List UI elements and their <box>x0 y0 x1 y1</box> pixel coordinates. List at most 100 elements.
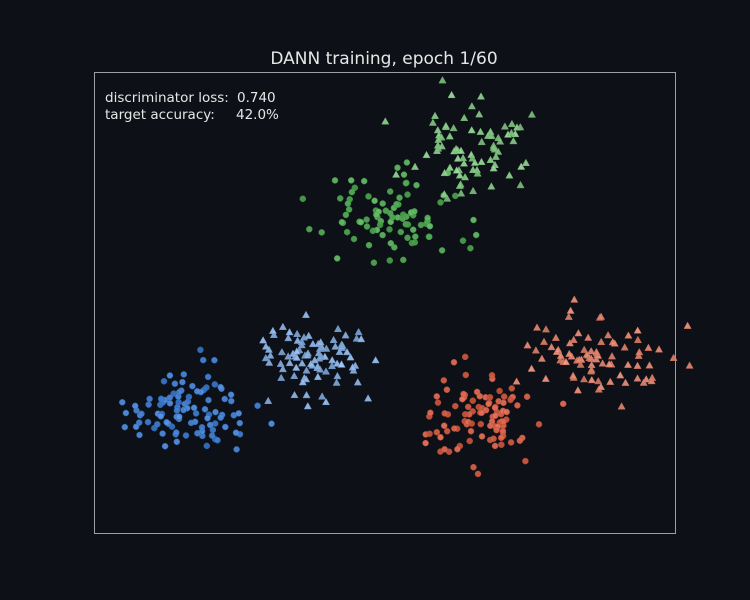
source-point <box>157 413 165 420</box>
target-point <box>441 121 450 130</box>
target-point <box>532 323 542 331</box>
source-point <box>503 408 510 416</box>
source-point <box>379 231 386 239</box>
target-point <box>310 355 319 364</box>
source-point <box>173 429 180 436</box>
source-point <box>146 395 153 403</box>
source-point <box>443 427 451 435</box>
source-point <box>491 404 499 412</box>
target-point <box>569 371 578 379</box>
target-point <box>455 181 464 189</box>
source-point <box>198 424 206 431</box>
target-point <box>527 364 536 372</box>
source-point <box>443 386 451 393</box>
source-point <box>396 194 403 201</box>
source-point <box>493 426 500 434</box>
source-point <box>500 418 507 426</box>
source-point <box>370 259 378 266</box>
target-point <box>437 142 446 150</box>
source-point <box>212 408 219 416</box>
target-point <box>357 334 366 343</box>
target-accuracy-label: target accuracy: <box>105 107 215 123</box>
source-point <box>467 244 474 252</box>
target-point <box>477 157 486 165</box>
target-point <box>315 344 324 352</box>
source-point <box>318 229 325 236</box>
source-point <box>160 378 168 385</box>
source-point <box>386 188 394 195</box>
source-point <box>434 399 442 406</box>
target-point <box>277 373 286 381</box>
target-point <box>290 390 299 399</box>
target-point <box>633 335 642 344</box>
target-point <box>261 342 270 350</box>
target-point <box>561 357 571 366</box>
source-point <box>424 214 431 222</box>
target-point <box>452 166 461 174</box>
source-point <box>535 421 543 428</box>
source-point <box>477 420 485 428</box>
source-point <box>461 411 469 418</box>
source-point <box>403 159 411 166</box>
source-point <box>176 388 183 396</box>
target-point <box>430 111 440 119</box>
source-point <box>440 377 448 384</box>
target-point <box>268 326 277 334</box>
source-point <box>426 430 433 438</box>
target-point <box>259 336 268 344</box>
target-point <box>624 331 633 339</box>
source-point <box>206 421 214 429</box>
target-point <box>645 361 654 369</box>
target-point <box>410 162 420 170</box>
source-point <box>376 221 384 229</box>
target-point <box>321 397 331 406</box>
target-point <box>381 117 390 125</box>
target-point <box>494 147 503 155</box>
source-point <box>437 199 444 206</box>
target-point <box>290 371 299 379</box>
target-point <box>633 361 642 369</box>
source-point <box>469 397 477 404</box>
chart-title: DANN training, epoch 1/60 <box>270 49 497 69</box>
target-point <box>452 144 461 152</box>
source-point <box>348 188 356 196</box>
source-point <box>499 427 507 435</box>
source-point <box>438 247 446 254</box>
target-point <box>449 123 458 132</box>
target-point <box>467 125 476 134</box>
source-point <box>189 382 196 390</box>
target-point <box>476 92 486 100</box>
target-point <box>556 356 565 364</box>
target-point <box>354 327 363 336</box>
source-point <box>187 419 195 427</box>
target-point <box>496 137 505 145</box>
target-point <box>565 349 574 357</box>
source-point <box>135 419 143 426</box>
target-point <box>348 363 357 371</box>
source-point <box>158 396 165 403</box>
target-point <box>261 353 270 362</box>
target-point <box>346 353 355 361</box>
target-point <box>584 333 593 341</box>
source-point <box>185 393 193 401</box>
target-point <box>473 169 482 177</box>
scatter-points <box>119 76 694 478</box>
source-point <box>411 239 419 246</box>
source-point <box>473 388 481 396</box>
target-point <box>475 110 484 118</box>
source-point <box>199 356 207 364</box>
source-point <box>175 413 183 420</box>
target-point <box>654 345 664 353</box>
source-point <box>363 223 371 230</box>
source-point <box>232 429 240 436</box>
source-point <box>507 439 515 446</box>
target-point <box>292 363 301 371</box>
source-point <box>180 406 187 414</box>
source-point <box>131 402 139 410</box>
target-point <box>554 345 563 353</box>
source-point <box>451 425 458 432</box>
source-point <box>268 420 275 427</box>
source-point <box>360 177 368 185</box>
target-point <box>573 386 582 394</box>
target-point <box>470 158 479 166</box>
